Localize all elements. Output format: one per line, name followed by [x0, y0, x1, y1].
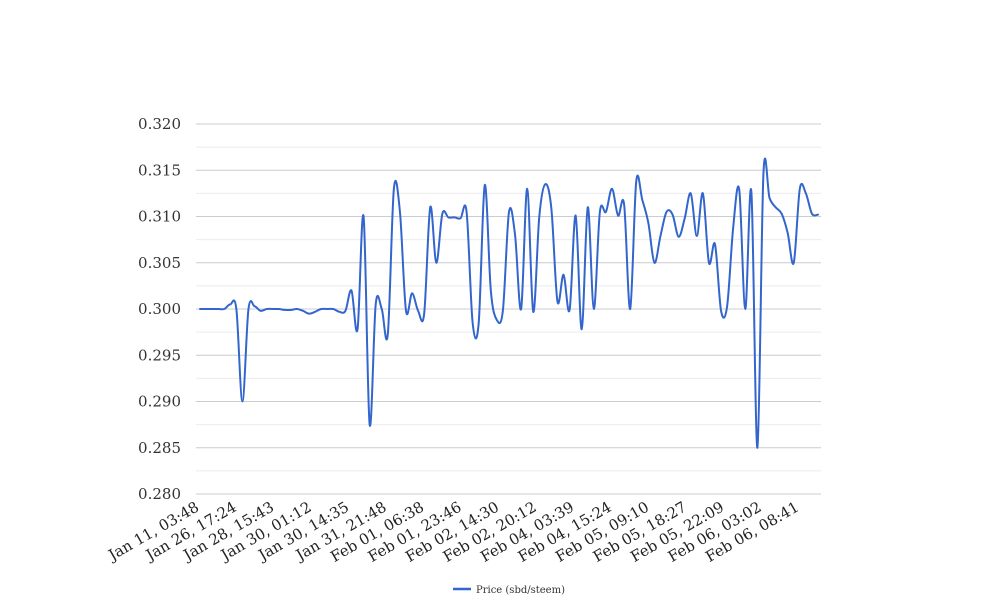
- y-tick-label: 0.310: [138, 208, 181, 226]
- y-axis: 0.280 0.285 0.290 0.295 0.300 0.305 0.310 0.315…: [138, 115, 181, 503]
- series-line-price: [199, 157, 819, 449]
- y-tick-label: 0.305: [138, 254, 181, 272]
- legend: Price (sbd/steem): [453, 585, 565, 596]
- y-tick-label: 0.320: [138, 115, 181, 133]
- y-tick-label: 0.300: [138, 300, 181, 318]
- y-tick-label: 0.295: [138, 346, 181, 364]
- y-tick-label: 0.285: [138, 439, 181, 457]
- minor-gridlines: [196, 146, 821, 472]
- y-tick-label: 0.290: [138, 393, 181, 411]
- legend-label: Price (sbd/steem): [476, 585, 565, 596]
- plot-area: [199, 157, 819, 449]
- y-tick-label: 0.280: [138, 485, 181, 503]
- y-tick-label: 0.315: [138, 161, 181, 179]
